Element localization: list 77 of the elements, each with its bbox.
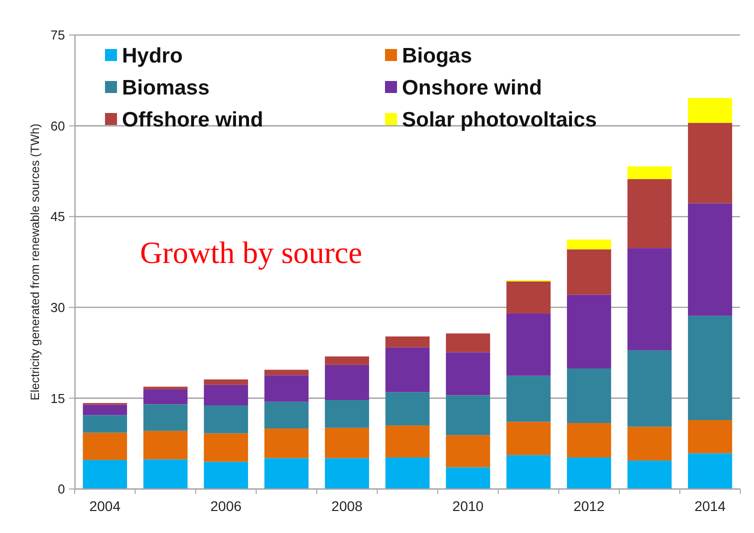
bar [688, 122, 732, 204]
bar [143, 430, 188, 460]
bar [82, 404, 128, 416]
legend-label: Biogas [402, 44, 472, 68]
bar [204, 379, 248, 385]
x-tick-label: 2010 [452, 498, 484, 514]
bar [82, 415, 128, 433]
x-tick-label: 2014 [694, 498, 726, 514]
bar [506, 376, 551, 422]
y-tick-label: 45 [50, 209, 65, 224]
bar [446, 467, 490, 489]
bar [385, 392, 430, 426]
bar [688, 420, 732, 454]
bar [627, 166, 672, 180]
bar [566, 240, 612, 250]
legend-label: Offshore wind [122, 108, 264, 132]
bar [324, 364, 370, 400]
legend-label: Hydro [122, 44, 183, 68]
bar [82, 432, 128, 460]
bar [688, 98, 732, 123]
bar [385, 458, 430, 489]
bar [82, 460, 128, 489]
y-tick-label: 30 [50, 300, 65, 315]
x-tick-label: 2008 [331, 498, 363, 514]
bar [566, 423, 612, 458]
bar [264, 402, 309, 428]
bar [446, 435, 490, 468]
bar [627, 426, 672, 461]
x-tick-label: 2012 [573, 498, 605, 514]
bar [385, 425, 430, 458]
bar [143, 459, 188, 489]
bar [446, 395, 490, 436]
bar [264, 375, 309, 402]
bar [566, 249, 612, 295]
legend-label: Biomass [122, 76, 210, 100]
bar [143, 389, 188, 404]
annotation: Growth by source [140, 235, 362, 270]
bar [385, 347, 430, 392]
bar [688, 203, 732, 316]
bar [324, 400, 370, 428]
y-tick-label: 75 [50, 28, 65, 43]
bar [566, 458, 612, 489]
bar [143, 386, 188, 390]
y-tick-label: 15 [50, 390, 65, 406]
bar [688, 453, 732, 489]
bar [264, 370, 309, 376]
x-tick-label: 2006 [210, 498, 242, 514]
bar [627, 350, 672, 427]
bar [506, 422, 551, 456]
bar [566, 368, 612, 424]
bar [143, 404, 188, 431]
legend-label: Solar photovoltaics [402, 108, 597, 132]
legend-label: Onshore wind [402, 76, 542, 100]
bar [688, 316, 732, 420]
bar [324, 458, 370, 489]
y-tick-label: 0 [58, 482, 65, 497]
bar [627, 460, 672, 489]
bar [264, 458, 309, 489]
bar [204, 384, 248, 406]
bar [566, 294, 612, 369]
bar [506, 455, 551, 489]
bar [204, 462, 248, 489]
bar [506, 313, 551, 376]
y-axis-title: Electricity generated from renewable sources (TWh) [28, 124, 42, 400]
y-tick-label: 60 [50, 118, 65, 134]
x-tick-label: 2004 [89, 498, 121, 514]
bar [627, 248, 672, 350]
bar [324, 356, 370, 365]
bar [446, 333, 490, 352]
bar [385, 336, 430, 348]
bar [204, 433, 248, 462]
bar [446, 352, 490, 396]
bar [627, 179, 672, 248]
bar [264, 428, 309, 458]
bar [204, 405, 248, 434]
bar [506, 281, 551, 314]
bar [324, 428, 370, 458]
